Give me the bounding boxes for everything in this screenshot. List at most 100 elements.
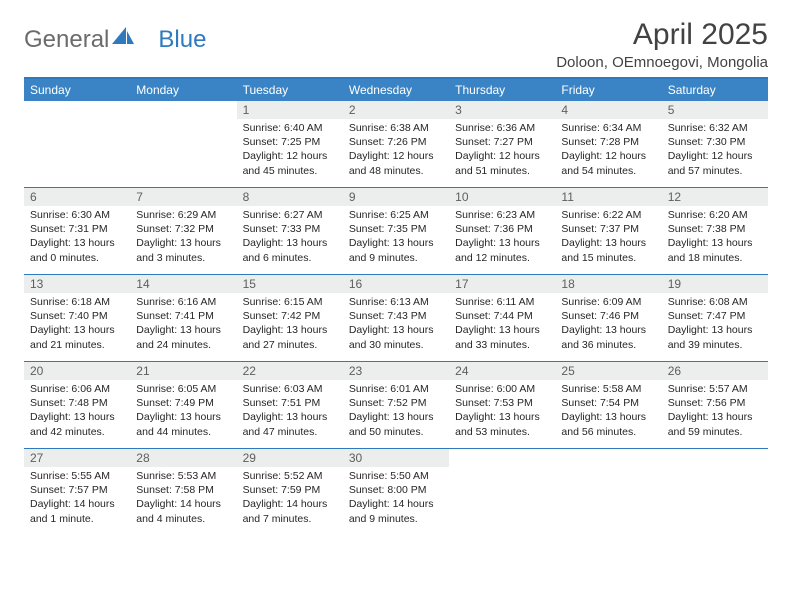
calendar-cell: 26Sunrise: 5:57 AMSunset: 7:56 PMDayligh… xyxy=(662,362,768,448)
cell-body: Sunrise: 6:36 AMSunset: 7:27 PMDaylight:… xyxy=(449,119,555,184)
calendar-cell: 16Sunrise: 6:13 AMSunset: 7:43 PMDayligh… xyxy=(343,275,449,361)
day-number: 4 xyxy=(555,101,661,119)
daylight-text: Daylight: 13 hours and 21 minutes. xyxy=(30,323,124,351)
cell-body: Sunrise: 5:53 AMSunset: 7:58 PMDaylight:… xyxy=(130,467,236,532)
day-number: 7 xyxy=(130,188,236,206)
cell-body: Sunrise: 6:23 AMSunset: 7:36 PMDaylight:… xyxy=(449,206,555,271)
calendar-cell: 3Sunrise: 6:36 AMSunset: 7:27 PMDaylight… xyxy=(449,101,555,187)
sunrise-text: Sunrise: 6:23 AM xyxy=(455,208,549,222)
day-number: 16 xyxy=(343,275,449,293)
sunrise-text: Sunrise: 6:16 AM xyxy=(136,295,230,309)
calendar: SundayMondayTuesdayWednesdayThursdayFrid… xyxy=(24,77,768,535)
sunset-text: Sunset: 7:25 PM xyxy=(243,135,337,149)
week-row: 27Sunrise: 5:55 AMSunset: 7:57 PMDayligh… xyxy=(24,448,768,535)
day-number: 13 xyxy=(24,275,130,293)
daylight-text: Daylight: 13 hours and 6 minutes. xyxy=(243,236,337,264)
cell-body: Sunrise: 6:08 AMSunset: 7:47 PMDaylight:… xyxy=(662,293,768,358)
daylight-text: Daylight: 13 hours and 24 minutes. xyxy=(136,323,230,351)
cell-body: Sunrise: 6:32 AMSunset: 7:30 PMDaylight:… xyxy=(662,119,768,184)
sunset-text: Sunset: 7:53 PM xyxy=(455,396,549,410)
sunset-text: Sunset: 7:31 PM xyxy=(30,222,124,236)
week-row: 13Sunrise: 6:18 AMSunset: 7:40 PMDayligh… xyxy=(24,274,768,361)
calendar-cell-empty xyxy=(449,449,555,535)
sunset-text: Sunset: 7:32 PM xyxy=(136,222,230,236)
cell-body xyxy=(662,467,768,475)
sunrise-text: Sunrise: 6:01 AM xyxy=(349,382,443,396)
cell-body: Sunrise: 6:09 AMSunset: 7:46 PMDaylight:… xyxy=(555,293,661,358)
calendar-cell: 4Sunrise: 6:34 AMSunset: 7:28 PMDaylight… xyxy=(555,101,661,187)
sunset-text: Sunset: 7:42 PM xyxy=(243,309,337,323)
calendar-cell: 19Sunrise: 6:08 AMSunset: 7:47 PMDayligh… xyxy=(662,275,768,361)
sunrise-text: Sunrise: 6:18 AM xyxy=(30,295,124,309)
sunset-text: Sunset: 7:35 PM xyxy=(349,222,443,236)
calendar-cell: 8Sunrise: 6:27 AMSunset: 7:33 PMDaylight… xyxy=(237,188,343,274)
daylight-text: Daylight: 14 hours and 9 minutes. xyxy=(349,497,443,525)
dow-wednesday: Wednesday xyxy=(343,79,449,101)
sunrise-text: Sunrise: 5:58 AM xyxy=(561,382,655,396)
calendar-cell: 13Sunrise: 6:18 AMSunset: 7:40 PMDayligh… xyxy=(24,275,130,361)
sunset-text: Sunset: 7:43 PM xyxy=(349,309,443,323)
sunset-text: Sunset: 7:44 PM xyxy=(455,309,549,323)
cell-body: Sunrise: 6:27 AMSunset: 7:33 PMDaylight:… xyxy=(237,206,343,271)
day-number: 5 xyxy=(662,101,768,119)
cell-body: Sunrise: 6:01 AMSunset: 7:52 PMDaylight:… xyxy=(343,380,449,445)
sunrise-text: Sunrise: 6:06 AM xyxy=(30,382,124,396)
sunset-text: Sunset: 7:37 PM xyxy=(561,222,655,236)
day-number: 10 xyxy=(449,188,555,206)
logo-word1: General xyxy=(24,26,109,54)
daylight-text: Daylight: 13 hours and 27 minutes. xyxy=(243,323,337,351)
dow-row: SundayMondayTuesdayWednesdayThursdayFrid… xyxy=(24,79,768,101)
sunrise-text: Sunrise: 6:13 AM xyxy=(349,295,443,309)
cell-body: Sunrise: 6:03 AMSunset: 7:51 PMDaylight:… xyxy=(237,380,343,445)
sunset-text: Sunset: 7:49 PM xyxy=(136,396,230,410)
day-number: 3 xyxy=(449,101,555,119)
daylight-text: Daylight: 14 hours and 4 minutes. xyxy=(136,497,230,525)
calendar-cell-empty xyxy=(24,101,130,187)
sunrise-text: Sunrise: 6:11 AM xyxy=(455,295,549,309)
calendar-cell-empty xyxy=(662,449,768,535)
day-number: 18 xyxy=(555,275,661,293)
cell-body: Sunrise: 6:11 AMSunset: 7:44 PMDaylight:… xyxy=(449,293,555,358)
dow-friday: Friday xyxy=(555,79,661,101)
week-row: 20Sunrise: 6:06 AMSunset: 7:48 PMDayligh… xyxy=(24,361,768,448)
calendar-cell: 14Sunrise: 6:16 AMSunset: 7:41 PMDayligh… xyxy=(130,275,236,361)
cell-body: Sunrise: 6:34 AMSunset: 7:28 PMDaylight:… xyxy=(555,119,661,184)
daylight-text: Daylight: 13 hours and 33 minutes. xyxy=(455,323,549,351)
cell-body: Sunrise: 6:20 AMSunset: 7:38 PMDaylight:… xyxy=(662,206,768,271)
sunrise-text: Sunrise: 6:32 AM xyxy=(668,121,762,135)
daylight-text: Daylight: 13 hours and 18 minutes. xyxy=(668,236,762,264)
calendar-cell: 20Sunrise: 6:06 AMSunset: 7:48 PMDayligh… xyxy=(24,362,130,448)
header: General Blue April 2025 Doloon, OEmnoego… xyxy=(24,18,768,71)
cell-body: Sunrise: 5:55 AMSunset: 7:57 PMDaylight:… xyxy=(24,467,130,532)
daylight-text: Daylight: 13 hours and 0 minutes. xyxy=(30,236,124,264)
calendar-cell: 24Sunrise: 6:00 AMSunset: 7:53 PMDayligh… xyxy=(449,362,555,448)
calendar-cell: 18Sunrise: 6:09 AMSunset: 7:46 PMDayligh… xyxy=(555,275,661,361)
cell-body: Sunrise: 6:06 AMSunset: 7:48 PMDaylight:… xyxy=(24,380,130,445)
calendar-cell-empty xyxy=(555,449,661,535)
cell-body: Sunrise: 6:29 AMSunset: 7:32 PMDaylight:… xyxy=(130,206,236,271)
cell-body: Sunrise: 5:52 AMSunset: 7:59 PMDaylight:… xyxy=(237,467,343,532)
day-number: 1 xyxy=(237,101,343,119)
day-number: 14 xyxy=(130,275,236,293)
sunset-text: Sunset: 7:38 PM xyxy=(668,222,762,236)
calendar-cell: 21Sunrise: 6:05 AMSunset: 7:49 PMDayligh… xyxy=(130,362,236,448)
logo-sail-icon xyxy=(112,26,134,54)
calendar-cell: 2Sunrise: 6:38 AMSunset: 7:26 PMDaylight… xyxy=(343,101,449,187)
sunrise-text: Sunrise: 6:27 AM xyxy=(243,208,337,222)
sunset-text: Sunset: 7:54 PM xyxy=(561,396,655,410)
cell-body: Sunrise: 6:15 AMSunset: 7:42 PMDaylight:… xyxy=(237,293,343,358)
day-number: 19 xyxy=(662,275,768,293)
cell-body: Sunrise: 6:40 AMSunset: 7:25 PMDaylight:… xyxy=(237,119,343,184)
logo-word2: Blue xyxy=(158,26,206,54)
day-number: 23 xyxy=(343,362,449,380)
sunrise-text: Sunrise: 6:08 AM xyxy=(668,295,762,309)
calendar-cell: 30Sunrise: 5:50 AMSunset: 8:00 PMDayligh… xyxy=(343,449,449,535)
daylight-text: Daylight: 13 hours and 53 minutes. xyxy=(455,410,549,438)
day-number: 30 xyxy=(343,449,449,467)
dow-saturday: Saturday xyxy=(662,79,768,101)
daylight-text: Daylight: 13 hours and 3 minutes. xyxy=(136,236,230,264)
sunrise-text: Sunrise: 6:30 AM xyxy=(30,208,124,222)
sunrise-text: Sunrise: 6:20 AM xyxy=(668,208,762,222)
calendar-cell: 15Sunrise: 6:15 AMSunset: 7:42 PMDayligh… xyxy=(237,275,343,361)
sunset-text: Sunset: 7:26 PM xyxy=(349,135,443,149)
